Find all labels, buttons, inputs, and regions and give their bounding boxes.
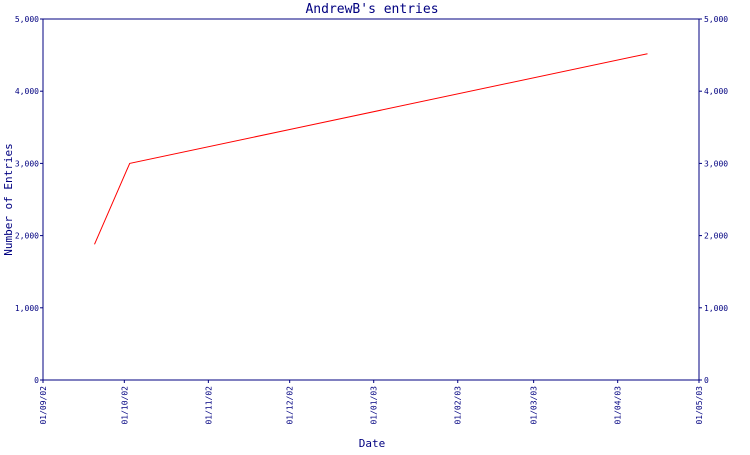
- x-tick-label: 01/03/03: [530, 386, 539, 425]
- x-tick-label: 01/11/02: [204, 386, 213, 425]
- x-tick-label: 01/09/02: [39, 386, 48, 425]
- x-tick-label: 01/04/03: [614, 386, 623, 425]
- x-tick-label: 01/01/03: [370, 386, 379, 425]
- x-tick-label: 01/10/02: [120, 386, 129, 425]
- y-tick-label-left: 4,000: [15, 87, 39, 96]
- y-tick-label-right: 0: [704, 376, 709, 385]
- y-axis-right: 0 1,000 2,000 3,000 4,000 5,000: [699, 15, 728, 385]
- y-tick-label-left: 0: [34, 376, 39, 385]
- chart-title: AndrewB's entries: [305, 2, 438, 17]
- y-tick-label-right: 4,000: [704, 87, 728, 96]
- x-tick-label: 01/05/03: [695, 386, 704, 425]
- y-axis-label: Number of Entries: [2, 143, 15, 256]
- plot-frame: [42, 18, 700, 381]
- y-tick-label-right: 2,000: [704, 232, 728, 241]
- y-axis-left: 0 1,000 2,000 3,000 4,000 5,000: [15, 15, 43, 385]
- series-line: [94, 53, 648, 245]
- x-tick-label: 01/12/02: [286, 386, 295, 425]
- y-tick-label-right: 5,000: [704, 15, 728, 24]
- x-tick-label: 01/02/03: [454, 386, 463, 425]
- y-tick-label-left: 1,000: [15, 304, 39, 313]
- y-tick-label-left: 3,000: [15, 159, 39, 168]
- y-tick-label-left: 5,000: [15, 15, 39, 24]
- y-tick-label-right: 3,000: [704, 159, 728, 168]
- x-axis-label: Date: [359, 437, 386, 450]
- x-axis: 01/09/02 01/10/02 01/11/02 01/12/02 01/01/03…: [39, 380, 704, 425]
- y-tick-label-right: 1,000: [704, 304, 728, 313]
- y-tick-label-left: 2,000: [15, 232, 39, 241]
